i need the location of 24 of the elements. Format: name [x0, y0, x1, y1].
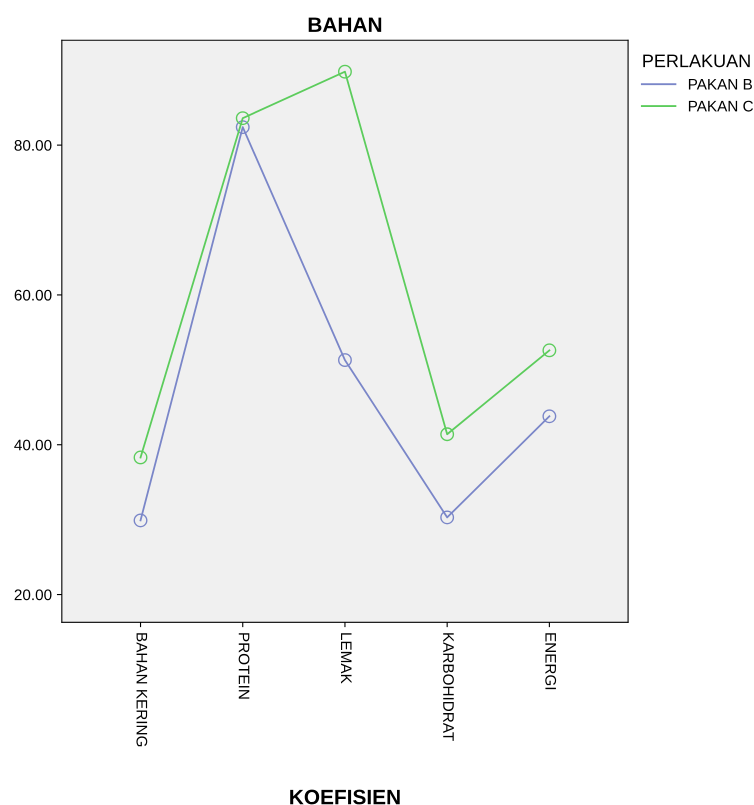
x-tick-label: LEMAK	[341, 633, 352, 684]
point	[134, 450, 148, 464]
chart-title: BAHAN	[308, 18, 382, 32]
point	[338, 353, 352, 368]
point	[542, 343, 556, 358]
x-tick-label: PROTEIN	[238, 633, 250, 699]
point	[440, 510, 454, 524]
legend-label: PAKAN C	[688, 100, 754, 112]
x-tick-label: KARBOHIDRAT	[443, 633, 454, 741]
point	[134, 513, 148, 528]
point	[236, 111, 250, 126]
x-tick-label: BAHAN KERING	[136, 633, 148, 746]
point	[236, 120, 250, 134]
y-tick-label: 20.00	[14, 589, 52, 600]
point	[542, 409, 556, 424]
x-axis-title: KOEFISIEN	[290, 790, 400, 804]
point	[440, 427, 454, 442]
x-tick-label: ENERGI	[545, 633, 556, 690]
y-tick-label: 60.00	[14, 290, 52, 301]
y-tick-label: 40.00	[14, 440, 52, 450]
legend-label: PAKAN B	[688, 79, 752, 90]
point	[338, 64, 352, 79]
legend-title: PERLAKUAN	[643, 54, 750, 68]
y-tick-label: 80.00	[14, 140, 52, 151]
